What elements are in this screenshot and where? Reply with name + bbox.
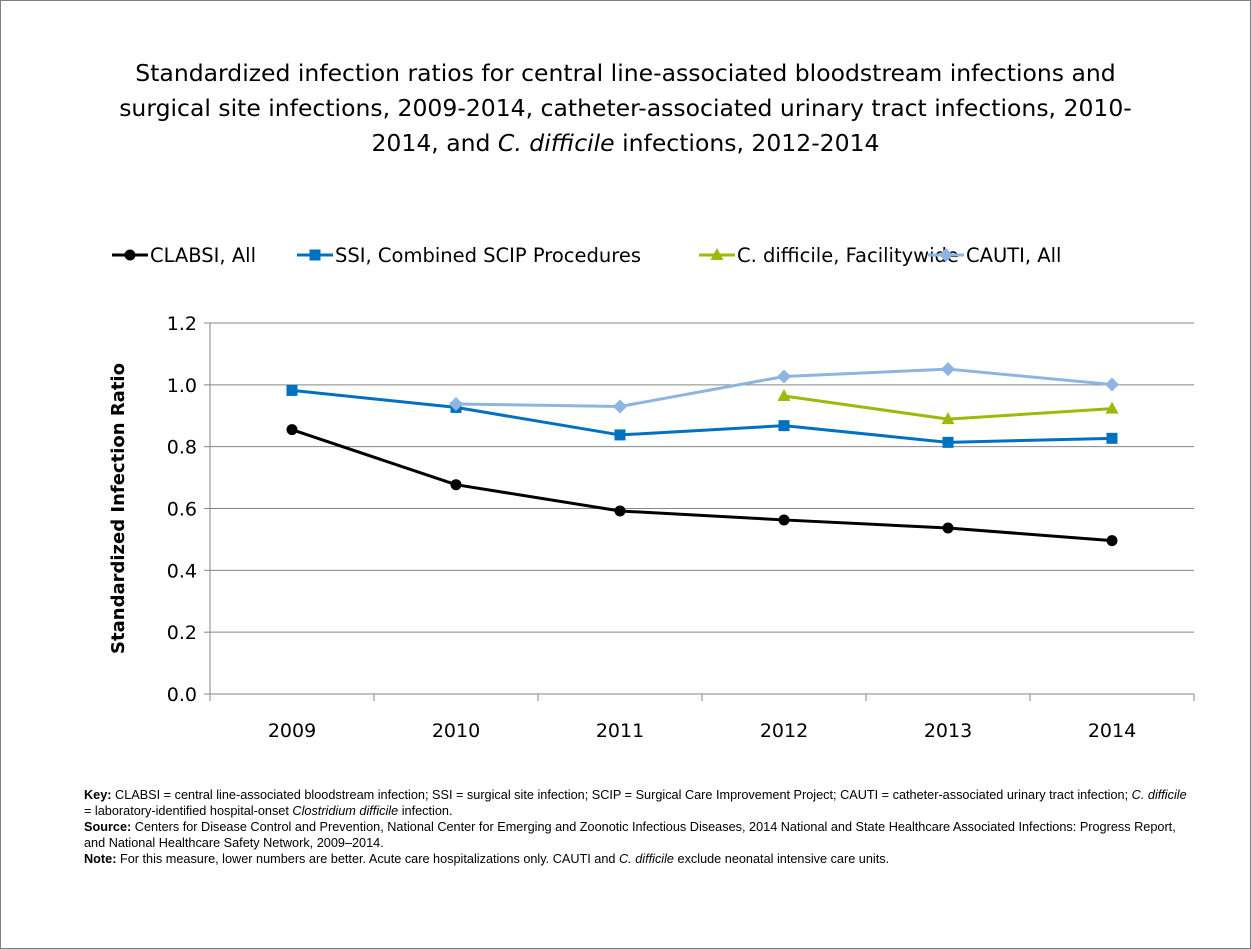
note-text: = laboratory-identified hospital-onset (84, 804, 293, 818)
series-line-clabsi (291, 428, 1113, 543)
x-tick-label: 2014 (1088, 720, 1136, 742)
note-paragraph: Note: For this measure, lower numbers ar… (84, 851, 1194, 867)
data-point-cauti (1105, 377, 1119, 392)
data-point-clabsi (614, 505, 626, 517)
x-tick-label: 2011 (596, 720, 644, 742)
note-text: exclude neonatal intensive care units. (673, 852, 890, 866)
chart-title-part: Standardized infection ratios for centra… (119, 59, 1132, 157)
x-tick-label: 2009 (268, 720, 316, 742)
series-line-ssi (291, 388, 1113, 444)
data-point-ssi (778, 420, 790, 432)
note-text: Clostridium difficile (292, 804, 399, 818)
chart-title-part: C. difficile (497, 129, 615, 157)
data-point-clabsi (286, 424, 298, 436)
legend-label-cauti: CAUTI, All (966, 244, 1061, 267)
note-text: For this measure, lower numbers are bett… (116, 852, 619, 866)
legend-marker-cauti (939, 248, 953, 262)
data-point-clabsi (942, 522, 954, 534)
y-tick-label: 0.4 (167, 560, 197, 582)
y-tick-label: 0.6 (167, 499, 197, 521)
data-point-cauti (777, 369, 791, 384)
chart-title-part: infections, 2012-2014 (614, 129, 880, 157)
note-label: Source: (84, 820, 132, 834)
y-tick-label: 1.2 (167, 313, 197, 335)
note-paragraph: Key: CLABSI = central line-associated bl… (84, 787, 1194, 819)
note-text: C. difficile (1131, 788, 1187, 802)
y-tick-label: 0.8 (167, 437, 197, 459)
legend-label-clabsi: CLABSI, All (150, 244, 256, 267)
chart-title: Standardized infection ratios for centra… (100, 56, 1151, 161)
chart-notes: Key: CLABSI = central line-associated bl… (84, 787, 1194, 867)
data-point-clabsi (450, 479, 462, 491)
note-text: C. difficile (618, 852, 674, 866)
y-tick-label: 1.0 (167, 375, 197, 397)
legend-marker-cdiff (710, 248, 724, 260)
legend-label-cdiff: C. difficile, Facilitywide (737, 244, 959, 267)
data-point-ssi (286, 384, 298, 396)
data-point-ssi (942, 436, 954, 448)
y-tick-label: 0.2 (167, 622, 197, 644)
data-point-cauti (941, 362, 955, 377)
x-tick-label: 2010 (432, 720, 480, 742)
data-point-ssi (614, 429, 626, 441)
y-axis-title: Standardized Infection Ratio (108, 363, 129, 654)
x-tick-label: 2012 (760, 720, 808, 742)
data-point-cauti (449, 397, 463, 412)
data-point-cdiff (941, 412, 955, 425)
note-text: infection. (398, 804, 453, 818)
data-point-cdiff (1105, 401, 1119, 414)
data-point-ssi (1106, 432, 1118, 444)
note-label: Key: (84, 788, 112, 802)
x-tick-label: 2013 (924, 720, 972, 742)
data-point-cdiff (777, 388, 791, 401)
legend-marker-clabsi (124, 249, 136, 261)
y-tick-label: 0.0 (167, 684, 197, 706)
note-text: CLABSI = central line-associated bloodst… (111, 788, 1132, 802)
note-label: Note: (84, 852, 117, 866)
data-point-clabsi (778, 514, 790, 526)
data-point-clabsi (1106, 535, 1118, 547)
data-point-cauti (613, 399, 627, 414)
legend-marker-ssi (309, 249, 321, 261)
note-text: Centers for Disease Control and Preventi… (84, 820, 1176, 850)
note-paragraph: Source: Centers for Disease Control and … (84, 819, 1194, 851)
legend-label-ssi: SSI, Combined SCIP Procedures (335, 244, 641, 267)
